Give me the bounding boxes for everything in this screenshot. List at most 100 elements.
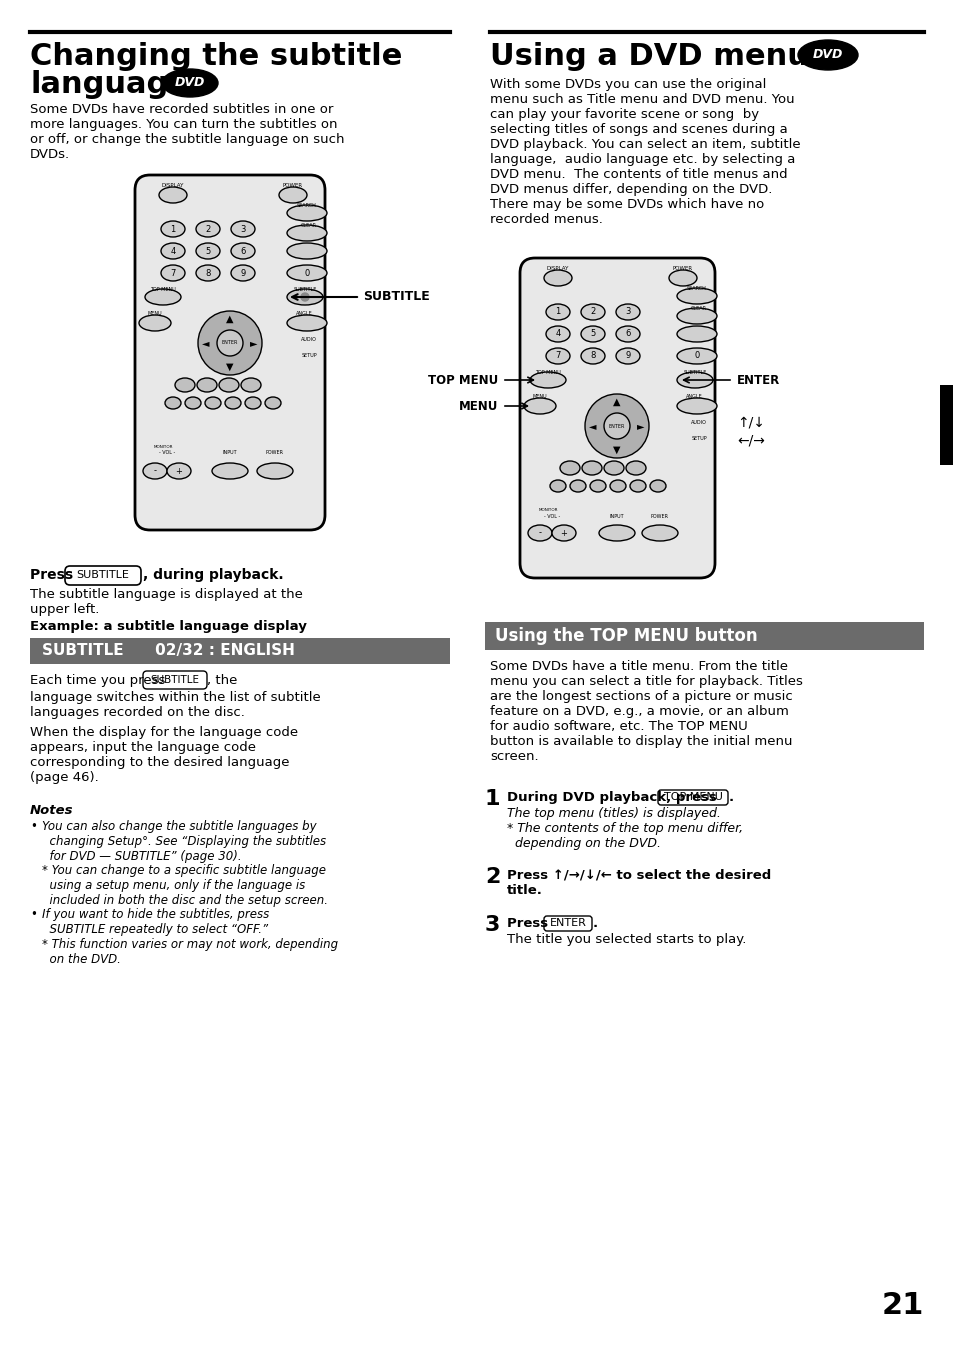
Ellipse shape: [231, 220, 254, 237]
Text: ▲: ▲: [613, 397, 620, 407]
Ellipse shape: [616, 304, 639, 320]
Ellipse shape: [241, 379, 261, 392]
Text: ANGLE: ANGLE: [685, 393, 702, 399]
Text: SEARCH: SEARCH: [296, 203, 316, 208]
Bar: [30, 638, 450, 664]
Text: INPUT: INPUT: [222, 450, 237, 456]
Ellipse shape: [196, 379, 216, 392]
FancyBboxPatch shape: [65, 566, 141, 585]
Text: SETUP: SETUP: [301, 353, 316, 358]
Text: 2: 2: [484, 867, 500, 887]
Ellipse shape: [569, 480, 585, 492]
Text: The title you selected starts to play.: The title you selected starts to play.: [506, 933, 745, 946]
Text: ENTER: ENTER: [737, 373, 780, 387]
Text: POWER: POWER: [266, 450, 284, 456]
Ellipse shape: [301, 293, 309, 301]
Text: ▼: ▼: [613, 445, 620, 456]
Text: 3: 3: [240, 224, 246, 234]
Text: 2: 2: [205, 224, 211, 234]
Text: AUDIO: AUDIO: [690, 420, 706, 425]
Text: SUBTITLE: SUBTITLE: [363, 291, 429, 303]
Ellipse shape: [287, 243, 327, 260]
Text: MONITOR: MONITOR: [153, 445, 172, 449]
Text: 5: 5: [590, 330, 595, 338]
Text: +: +: [175, 466, 182, 476]
Ellipse shape: [677, 397, 717, 414]
Text: DVD: DVD: [812, 49, 842, 61]
Ellipse shape: [550, 480, 565, 492]
Ellipse shape: [161, 220, 185, 237]
Text: 0: 0: [694, 352, 699, 361]
Ellipse shape: [616, 347, 639, 364]
Text: 8: 8: [205, 269, 211, 277]
Ellipse shape: [580, 347, 604, 364]
Ellipse shape: [195, 265, 220, 281]
Text: , during playback.: , during playback.: [143, 568, 283, 581]
Ellipse shape: [287, 265, 327, 281]
Text: You can also change the subtitle languages by
  changing Setup°. See “Displaying: You can also change the subtitle languag…: [42, 821, 326, 863]
Ellipse shape: [543, 270, 572, 287]
FancyBboxPatch shape: [135, 174, 325, 530]
Ellipse shape: [527, 525, 552, 541]
Text: The top menu (titles) is displayed.
* The contents of the top menu differ,
  dep: The top menu (titles) is displayed. * Th…: [506, 807, 742, 850]
Text: 1: 1: [555, 307, 560, 316]
Text: ▼: ▼: [226, 362, 233, 372]
Ellipse shape: [198, 311, 262, 375]
Text: TOP MENU: TOP MENU: [663, 792, 721, 803]
Text: 7: 7: [555, 352, 560, 361]
Text: MENU: MENU: [532, 393, 547, 399]
Text: INPUT: INPUT: [609, 514, 623, 519]
Text: 4: 4: [555, 330, 560, 338]
Bar: [939, 385, 953, 465]
Text: * This function varies or may not work, depending
  on the DVD.: * This function varies or may not work, …: [42, 938, 337, 965]
Ellipse shape: [629, 480, 645, 492]
Text: ENTER: ENTER: [222, 341, 238, 346]
Ellipse shape: [797, 41, 857, 70]
Text: ◄: ◄: [589, 420, 597, 431]
Text: .: .: [593, 917, 598, 930]
Text: Each time you press: Each time you press: [30, 675, 170, 687]
Text: - VOL -: - VOL -: [543, 514, 559, 519]
Ellipse shape: [625, 461, 645, 475]
Ellipse shape: [545, 326, 569, 342]
Ellipse shape: [677, 347, 717, 364]
Text: •: •: [30, 909, 37, 921]
Text: SUBTITLE: SUBTITLE: [682, 370, 706, 375]
Text: ANGLE: ANGLE: [296, 311, 313, 316]
Text: 8: 8: [590, 352, 595, 361]
Text: - VOL -: - VOL -: [159, 450, 175, 456]
Ellipse shape: [581, 461, 601, 475]
Text: .: .: [728, 791, 734, 804]
Text: Notes: Notes: [30, 804, 73, 817]
Ellipse shape: [598, 525, 635, 541]
Text: 2: 2: [590, 307, 595, 316]
Text: ►: ►: [637, 420, 644, 431]
Ellipse shape: [677, 372, 712, 388]
Text: The subtitle language is displayed at the
upper left.: The subtitle language is displayed at th…: [30, 588, 302, 617]
Ellipse shape: [523, 397, 556, 414]
Text: Some DVDs have recorded subtitles in one or
more languages. You can turn the sub: Some DVDs have recorded subtitles in one…: [30, 103, 344, 161]
Ellipse shape: [287, 224, 327, 241]
Ellipse shape: [584, 393, 648, 458]
Ellipse shape: [668, 270, 697, 287]
Ellipse shape: [231, 243, 254, 260]
Text: With some DVDs you can use the original
menu such as Title menu and DVD menu. Yo: With some DVDs you can use the original …: [490, 78, 800, 226]
Ellipse shape: [167, 462, 191, 479]
Text: 7: 7: [171, 269, 175, 277]
Ellipse shape: [256, 462, 293, 479]
Text: MENU: MENU: [148, 311, 162, 316]
Text: 21: 21: [881, 1291, 923, 1320]
Ellipse shape: [287, 206, 327, 220]
Text: SETUP: SETUP: [691, 435, 706, 441]
Text: 6: 6: [240, 246, 246, 256]
Ellipse shape: [530, 372, 565, 388]
Ellipse shape: [159, 187, 187, 203]
Ellipse shape: [225, 397, 241, 410]
Ellipse shape: [195, 243, 220, 260]
Text: MENU: MENU: [458, 399, 497, 412]
Text: SUBTITLE: SUBTITLE: [151, 675, 199, 685]
Ellipse shape: [139, 315, 171, 331]
Ellipse shape: [641, 525, 678, 541]
Ellipse shape: [216, 330, 243, 356]
Ellipse shape: [545, 304, 569, 320]
